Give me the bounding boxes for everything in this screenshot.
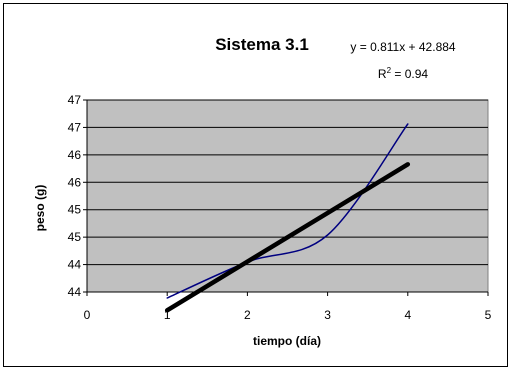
r2-value: = 0.94	[391, 67, 428, 81]
series-line-trend	[164, 162, 411, 313]
axes	[86, 100, 488, 293]
r2-superscript: 2	[387, 66, 392, 75]
trendline-equation: y = 0.811x + 42.884	[350, 40, 456, 54]
x-tick-label: 0	[84, 308, 91, 322]
y-axis-label: peso (g)	[33, 185, 47, 232]
y-tick-label: 47	[68, 120, 82, 134]
y-tick-label: 46	[68, 175, 82, 189]
y-tick-label: 46	[68, 148, 82, 162]
chart-title: Sistema 3.1	[215, 35, 309, 54]
y-tick-label: 44	[68, 285, 82, 299]
r2-prefix: R	[378, 67, 387, 81]
x-tick-label: 5	[485, 308, 492, 322]
series-group	[164, 123, 411, 313]
grid-lines	[87, 99, 488, 266]
y-tick-label: 45	[68, 203, 82, 217]
x-tick-label: 3	[324, 308, 331, 322]
plot-area	[86, 99, 489, 293]
y-tick-label: 44	[68, 258, 82, 272]
trendline-r2: R2 = 0.94	[378, 66, 428, 81]
x-tick-label: 4	[404, 308, 411, 322]
x-tick-label: 2	[244, 308, 251, 322]
series-line-data	[166, 123, 409, 299]
y-tick-label: 47	[68, 93, 82, 107]
y-tick-label: 45	[68, 230, 82, 244]
x-axis-label: tiempo (día)	[253, 334, 321, 348]
x-tick-label: 1	[164, 308, 171, 322]
